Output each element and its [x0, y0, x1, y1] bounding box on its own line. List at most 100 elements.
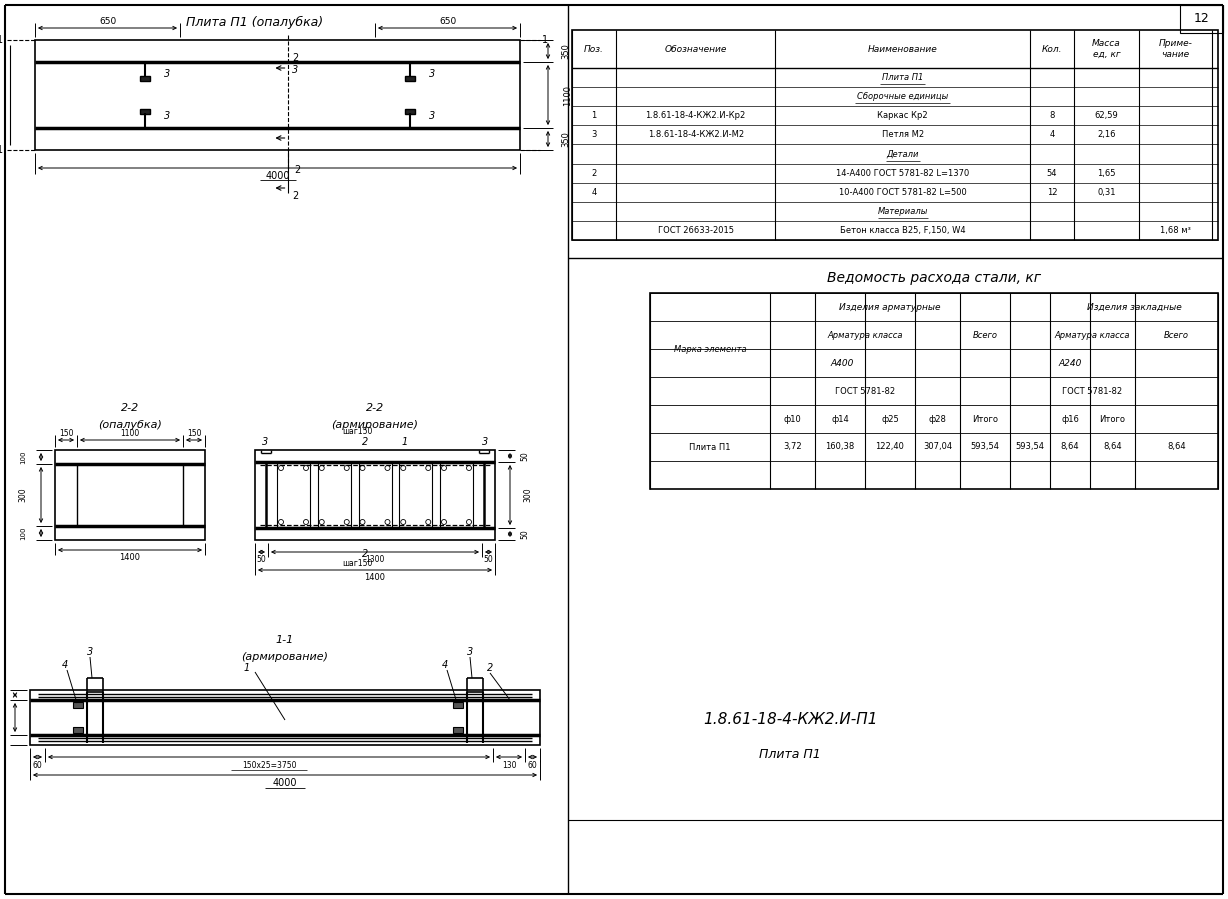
Text: 650: 650	[99, 16, 117, 25]
Text: 8,64: 8,64	[1061, 442, 1079, 451]
Text: Материалы: Материалы	[878, 207, 928, 216]
Text: Плита П1: Плита П1	[689, 442, 731, 451]
Text: Изделия арматурные: Изделия арматурные	[839, 302, 941, 311]
Text: Плита П1 (опалубка): Плита П1 (опалубка)	[187, 15, 323, 29]
Text: 50: 50	[521, 451, 529, 461]
Text: 60: 60	[528, 761, 538, 770]
Text: Поз.: Поз.	[585, 44, 604, 54]
Text: 8,64: 8,64	[1167, 442, 1186, 451]
Text: Сборочные единицы: Сборочные единицы	[857, 93, 948, 102]
Bar	[440, 463, 473, 527]
Bar	[572, 30, 1218, 240]
Text: (армирование): (армирование)	[332, 420, 419, 430]
Text: Арматура класса: Арматура класса	[1055, 331, 1130, 340]
Text: 3: 3	[262, 437, 268, 447]
Text: 1: 1	[542, 35, 548, 45]
Bar	[140, 109, 150, 114]
Bar	[72, 727, 84, 733]
Bar	[278, 463, 309, 527]
Text: Итого: Итого	[1099, 414, 1126, 423]
Text: 150: 150	[187, 429, 201, 438]
Text: 350: 350	[561, 131, 571, 147]
Text: ГОСТ 5781-82: ГОСТ 5781-82	[835, 387, 895, 396]
Text: 160,38: 160,38	[825, 442, 855, 451]
Text: 1.8.61-18-4-КЖ2.И-Кр2: 1.8.61-18-4-КЖ2.И-Кр2	[646, 111, 745, 120]
Text: 650: 650	[438, 16, 456, 25]
Text: 3: 3	[292, 65, 298, 75]
Text: 4: 4	[592, 188, 597, 197]
Text: 2: 2	[292, 191, 298, 201]
Text: 3: 3	[591, 130, 597, 139]
Text: 12: 12	[1046, 188, 1057, 197]
Text: Петля М2: Петля М2	[882, 130, 923, 139]
Text: Ведомость расхода стали, кг: Ведомость расхода стали, кг	[826, 271, 1041, 285]
Text: 1,65: 1,65	[1098, 169, 1116, 178]
Bar	[453, 727, 463, 733]
Text: 3: 3	[467, 647, 473, 657]
Text: Каркас Кр2: Каркас Кр2	[878, 111, 928, 120]
Text: 4000: 4000	[273, 778, 297, 788]
Text: 593,54: 593,54	[1016, 442, 1045, 451]
Text: 100: 100	[20, 450, 26, 464]
Text: Приме-
чание: Приме- чание	[1158, 40, 1192, 58]
Text: 3: 3	[429, 69, 435, 79]
Bar	[453, 702, 463, 708]
Bar	[77, 464, 183, 526]
Text: 50: 50	[257, 556, 266, 565]
Text: Плита П1: Плита П1	[759, 749, 820, 761]
Text: 1: 1	[402, 437, 408, 447]
Text: 4: 4	[61, 660, 68, 670]
Text: 2: 2	[362, 549, 368, 559]
Text: 1: 1	[244, 663, 251, 673]
Text: 1: 1	[0, 35, 2, 45]
Text: 1: 1	[592, 111, 597, 120]
Bar	[359, 463, 392, 527]
Text: 1.8.61-18-4-КЖ2.И-П1: 1.8.61-18-4-КЖ2.И-П1	[702, 713, 877, 727]
Text: 100: 100	[20, 526, 26, 539]
Text: 350: 350	[561, 43, 571, 59]
Text: (опалубка): (опалубка)	[98, 420, 162, 430]
Text: ф16: ф16	[1061, 414, 1079, 423]
Text: 300: 300	[523, 487, 533, 503]
Bar	[29, 690, 540, 745]
Text: 1-1: 1-1	[276, 635, 295, 645]
Text: 4: 4	[1050, 130, 1055, 139]
Text: 50: 50	[484, 556, 494, 565]
Text: ф14: ф14	[831, 414, 849, 423]
Bar	[405, 109, 415, 114]
Text: А400: А400	[831, 359, 855, 368]
Text: Детали: Детали	[887, 149, 919, 158]
Text: 2: 2	[592, 169, 597, 178]
Text: 1400: 1400	[119, 554, 140, 563]
Text: 2: 2	[362, 437, 368, 447]
Text: 1.8.61-18-4-КЖ2.И-М2: 1.8.61-18-4-КЖ2.И-М2	[647, 130, 744, 139]
Text: (армирование): (армирование)	[242, 652, 329, 662]
Text: 300: 300	[18, 487, 27, 503]
Text: 2: 2	[292, 53, 298, 63]
Text: 3: 3	[481, 437, 488, 447]
Text: 300: 300	[0, 710, 1, 725]
Text: Итого: Итого	[973, 414, 998, 423]
Text: Наименование: Наименование	[868, 44, 938, 54]
Text: Бетон класса В25, F,150, W4: Бетон класса В25, F,150, W4	[840, 226, 965, 235]
Text: 14-А400 ГОСТ 5781-82 L=1370: 14-А400 ГОСТ 5781-82 L=1370	[836, 169, 969, 178]
Text: Кол.: Кол.	[1041, 44, 1062, 54]
Bar	[72, 702, 84, 708]
Text: Всего: Всего	[973, 331, 997, 340]
Text: 1100: 1100	[120, 429, 140, 438]
Text: шаг150: шаг150	[341, 428, 372, 437]
Text: 3: 3	[87, 647, 93, 657]
Text: 2: 2	[486, 663, 494, 673]
Bar	[55, 450, 205, 540]
Text: 150x25=3750: 150x25=3750	[242, 761, 296, 770]
Text: 150: 150	[59, 429, 74, 438]
Text: 307,04: 307,04	[923, 442, 952, 451]
Text: Марка элемента: Марка элемента	[674, 344, 747, 353]
Text: 2,16: 2,16	[1098, 130, 1116, 139]
Text: ф25: ф25	[882, 414, 899, 423]
Text: 54: 54	[1046, 169, 1057, 178]
Bar	[140, 76, 150, 81]
Text: 3: 3	[163, 111, 171, 121]
Text: 2-2: 2-2	[120, 403, 139, 413]
Text: 1: 1	[0, 145, 2, 155]
